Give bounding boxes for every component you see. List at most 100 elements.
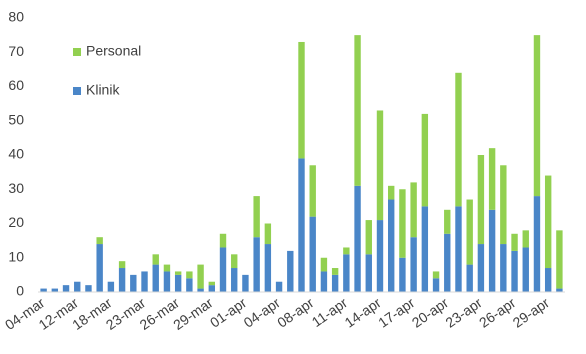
bar-segment — [388, 185, 395, 200]
legend-label: Personal — [86, 43, 141, 59]
bar-segment — [477, 244, 485, 292]
bar-segment — [174, 271, 182, 275]
bar-segment — [253, 237, 260, 292]
bar-segment — [556, 230, 563, 289]
bar-segment — [231, 268, 238, 292]
bar-segment — [186, 278, 193, 292]
bar-segment — [219, 247, 227, 292]
bar-segment — [533, 35, 541, 197]
bar-segment — [152, 254, 159, 265]
bar-segment — [96, 237, 103, 245]
bar-segment — [410, 182, 417, 238]
bar-segment — [466, 264, 473, 292]
bar-segment — [376, 220, 384, 292]
bar-segment — [544, 175, 552, 269]
bar-segment — [85, 285, 92, 292]
bar-segment — [331, 268, 339, 275]
bar-segment — [343, 254, 350, 292]
y-tick-label: 40 — [8, 146, 24, 162]
y-tick-label: 0 — [16, 283, 24, 299]
bar-segment — [455, 72, 462, 207]
bar-segment — [264, 244, 272, 292]
bar-segment — [522, 230, 529, 248]
x-tick-label: 11-apr — [309, 294, 351, 330]
bar-segment — [331, 274, 339, 292]
legend-swatch — [73, 48, 81, 56]
legend-swatch — [73, 87, 81, 95]
y-tick-label: 50 — [8, 111, 24, 127]
bar-segment — [444, 209, 451, 234]
x-tick-label: 08-apr — [274, 294, 317, 331]
bar-segment — [365, 254, 372, 292]
bar-segment — [421, 113, 429, 207]
x-tick-label: 26-apr — [476, 294, 519, 331]
x-tick-label: 17-apr — [375, 294, 418, 331]
bar-segment — [197, 288, 204, 292]
y-tick-label: 70 — [8, 43, 24, 59]
bar-segment — [163, 264, 171, 272]
bar-segment — [242, 274, 249, 292]
bar-segment — [163, 271, 171, 292]
bar-segment — [309, 165, 316, 217]
bar-segment — [444, 233, 451, 292]
bar-segment — [130, 274, 137, 292]
bar-segment — [40, 288, 47, 292]
bar-segment — [298, 41, 305, 159]
bar-segment — [500, 165, 507, 245]
bar-segment — [186, 271, 193, 279]
bar-segment — [62, 285, 70, 292]
bar-segment — [118, 261, 126, 269]
bar-segment — [455, 206, 462, 292]
bar-segment — [343, 247, 350, 255]
y-tick-label: 10 — [8, 248, 24, 264]
bar-segment — [320, 257, 328, 272]
bar-segment — [51, 288, 59, 292]
y-tick-label: 60 — [8, 77, 24, 93]
bar-segment — [511, 233, 518, 251]
bar-segment — [264, 223, 272, 245]
bar-segment — [365, 220, 372, 255]
legend-label: Klinik — [86, 82, 120, 98]
bar-segment — [107, 281, 115, 292]
bar-segment — [354, 35, 361, 186]
x-tick-label: 29-apr — [510, 294, 553, 331]
bar-segment — [174, 274, 182, 292]
bar-segment — [399, 257, 406, 292]
y-tick-label: 30 — [8, 180, 24, 196]
bar-segment — [275, 281, 283, 292]
bar-segment — [354, 185, 361, 292]
bar-segment — [219, 233, 227, 248]
bar-segment — [410, 237, 417, 292]
y-tick-label: 80 — [8, 9, 24, 25]
bar-segment — [477, 155, 485, 245]
x-tick-label: 23-apr — [442, 294, 485, 331]
bar-segment — [208, 285, 215, 292]
bar-segment — [197, 264, 204, 289]
bar-segment — [320, 271, 328, 292]
bar-segment — [298, 158, 305, 292]
bar-segment — [231, 254, 238, 269]
bar-segment — [376, 110, 384, 221]
x-tick-label: 14-apr — [342, 294, 385, 331]
bar-segment — [511, 250, 518, 292]
bar-segment — [466, 199, 473, 265]
bar-segment — [287, 250, 294, 292]
bar-segment — [421, 206, 429, 292]
bar-segment — [522, 247, 529, 292]
bar-segment — [399, 189, 406, 258]
x-tick-label: 01-apr — [207, 294, 250, 331]
bar-segment — [488, 209, 496, 292]
bar-segment — [118, 268, 126, 292]
bar-segment — [500, 244, 507, 292]
bar-segment — [309, 216, 316, 292]
bar-segment — [488, 148, 496, 210]
bar-segment — [432, 278, 440, 292]
x-tick-label: 04-apr — [241, 294, 284, 331]
bar-segment — [388, 199, 395, 292]
bar-segment — [208, 281, 215, 286]
bar-segment — [533, 196, 541, 292]
y-tick-label: 20 — [8, 214, 24, 230]
bar-segment — [141, 271, 148, 292]
bar-segment — [432, 271, 440, 279]
